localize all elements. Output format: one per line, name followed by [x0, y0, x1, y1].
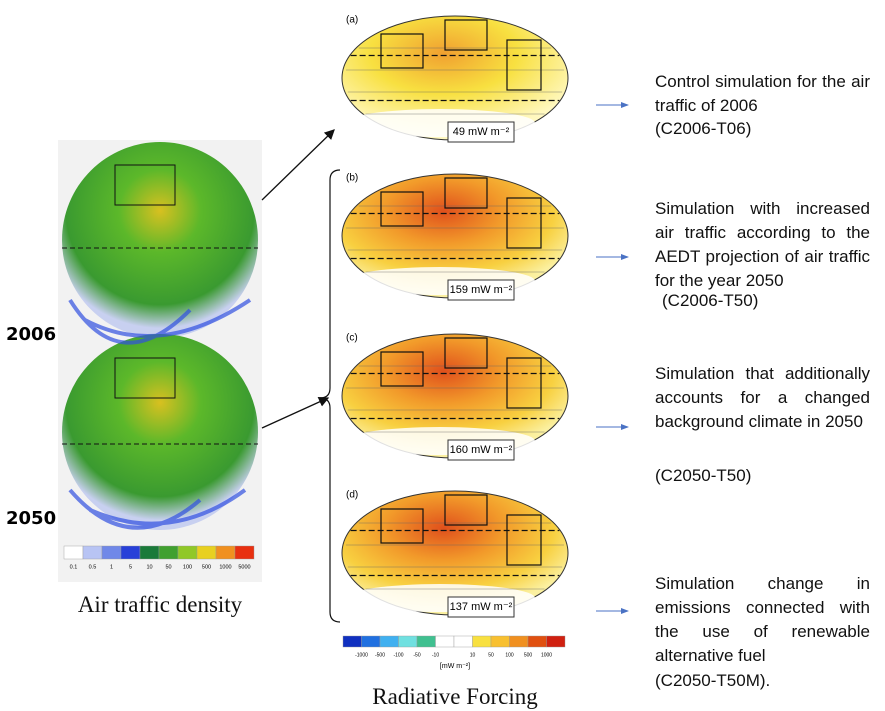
brace	[319, 169, 341, 623]
region-box	[444, 19, 488, 51]
colorbar-swatch	[82, 545, 103, 560]
forcing-value: 137 mW m⁻²	[450, 601, 513, 613]
colorbar-tick-label: 10	[146, 564, 152, 570]
forcing-box	[447, 121, 515, 143]
colorbar-swatch	[63, 545, 84, 560]
region-box	[506, 357, 542, 409]
forcing-box	[447, 439, 515, 461]
globes	[58, 140, 262, 582]
forcing-colorbar: -1000 -500 -100 -50 -10 10 50 100 500 1000 [mW m⁻²…	[342, 635, 566, 670]
colorbar-swatch	[361, 635, 381, 648]
region-box	[380, 33, 424, 69]
forcing-box	[447, 279, 515, 301]
colorbar-swatch	[139, 545, 160, 560]
panel-label: (d)	[346, 490, 358, 501]
region-box	[444, 177, 488, 209]
caption: Air traffic density	[77, 592, 243, 617]
region-box	[380, 508, 424, 544]
colorbar-tick-label: 50	[165, 564, 171, 570]
forcing-box	[447, 596, 515, 618]
colorbar-swatch	[215, 545, 236, 560]
region-box	[444, 494, 488, 526]
year-label: 2006	[6, 324, 57, 345]
region-box	[380, 351, 424, 387]
forcing-value: 159 mW m⁻²	[450, 284, 513, 296]
colorbar-swatch	[453, 635, 473, 648]
colorbar-tick-label: 5	[129, 564, 132, 570]
colorbar-swatch	[196, 545, 217, 560]
description: Simulation change in emissions connected…	[655, 574, 870, 665]
forcing-value: 160 mW m⁻²	[450, 444, 513, 456]
colorbar-tick-label: 100	[505, 652, 514, 658]
colorbar-tick-label: 0.5	[89, 564, 97, 570]
colorbar-swatch	[158, 545, 179, 560]
panel-label: (b)	[346, 173, 358, 184]
region-box	[444, 337, 488, 369]
colorbar-tick-label: -1000	[355, 652, 368, 658]
forcing-maps: (a) 49 mW m⁻² (b) 159 mW m⁻² (c) 160 mW m⁻² (d…	[341, 15, 629, 618]
colorbar-tick-label: 1	[110, 564, 113, 570]
colorbar-swatch	[435, 635, 455, 648]
colorbar-swatch	[509, 635, 529, 648]
colorbar-swatch	[342, 635, 362, 648]
simulation-code: (C2050-T50M).	[655, 671, 771, 690]
colorbar-swatch	[527, 635, 547, 648]
colorbar-swatch	[398, 635, 418, 648]
colorbar-tick-label: -100	[393, 652, 403, 658]
colorbar-tick-label: -10	[432, 652, 439, 658]
density-colorbar: 0.1 0.5 1 5 10 50 100 500 1000 5000	[63, 545, 255, 570]
colorbar-tick-label: -500	[375, 652, 385, 658]
region-box	[506, 197, 542, 249]
colorbar-swatch	[234, 545, 255, 560]
panel-label: (a)	[346, 15, 358, 26]
simulation-code: (C2006-T50)	[662, 291, 759, 310]
arrow	[261, 129, 335, 201]
colorbar-tick-label: 500	[202, 564, 211, 570]
simulation-code: (C2006-T06)	[655, 119, 752, 138]
colorbar-tick-label: 5000	[238, 564, 250, 570]
colorbar-unit: [mW m⁻²]	[440, 663, 470, 670]
colorbar-tick-label: -50	[413, 652, 420, 658]
arrow	[261, 397, 330, 429]
colorbar-swatch	[379, 635, 399, 648]
colorbar-swatch	[101, 545, 122, 560]
colorbar-swatch	[546, 635, 566, 648]
region-box	[506, 39, 542, 91]
description: Simulation with increased air traffic ac…	[655, 199, 870, 290]
colorbar-tick-label: 500	[524, 652, 533, 658]
description: Simulation that additionally accounts fo…	[655, 364, 870, 431]
year-label: 2050	[6, 508, 57, 529]
colorbar-tick-label: 10	[470, 652, 476, 658]
colorbar-tick-label: 0.1	[70, 564, 78, 570]
colorbar-swatch	[177, 545, 198, 560]
colorbar-swatch	[120, 545, 141, 560]
description: Control simulation for the air traffic o…	[655, 72, 870, 115]
caption: Radiative Forcing	[372, 684, 538, 709]
panel-label: (c)	[346, 333, 358, 344]
colorbar-tick-label: 50	[488, 652, 494, 658]
colorbar-swatch	[490, 635, 510, 648]
colorbar-tick-label: 100	[183, 564, 192, 570]
colorbar-tick-label: 1000	[541, 652, 552, 658]
simulation-code: (C2050-T50)	[655, 466, 752, 485]
colorbar-swatch	[416, 635, 436, 648]
region-box	[506, 514, 542, 566]
forcing-value: 49 mW m⁻²	[453, 126, 510, 138]
region-box	[380, 191, 424, 227]
colorbar-tick-label: 1000	[219, 564, 231, 570]
colorbar-swatch	[472, 635, 492, 648]
